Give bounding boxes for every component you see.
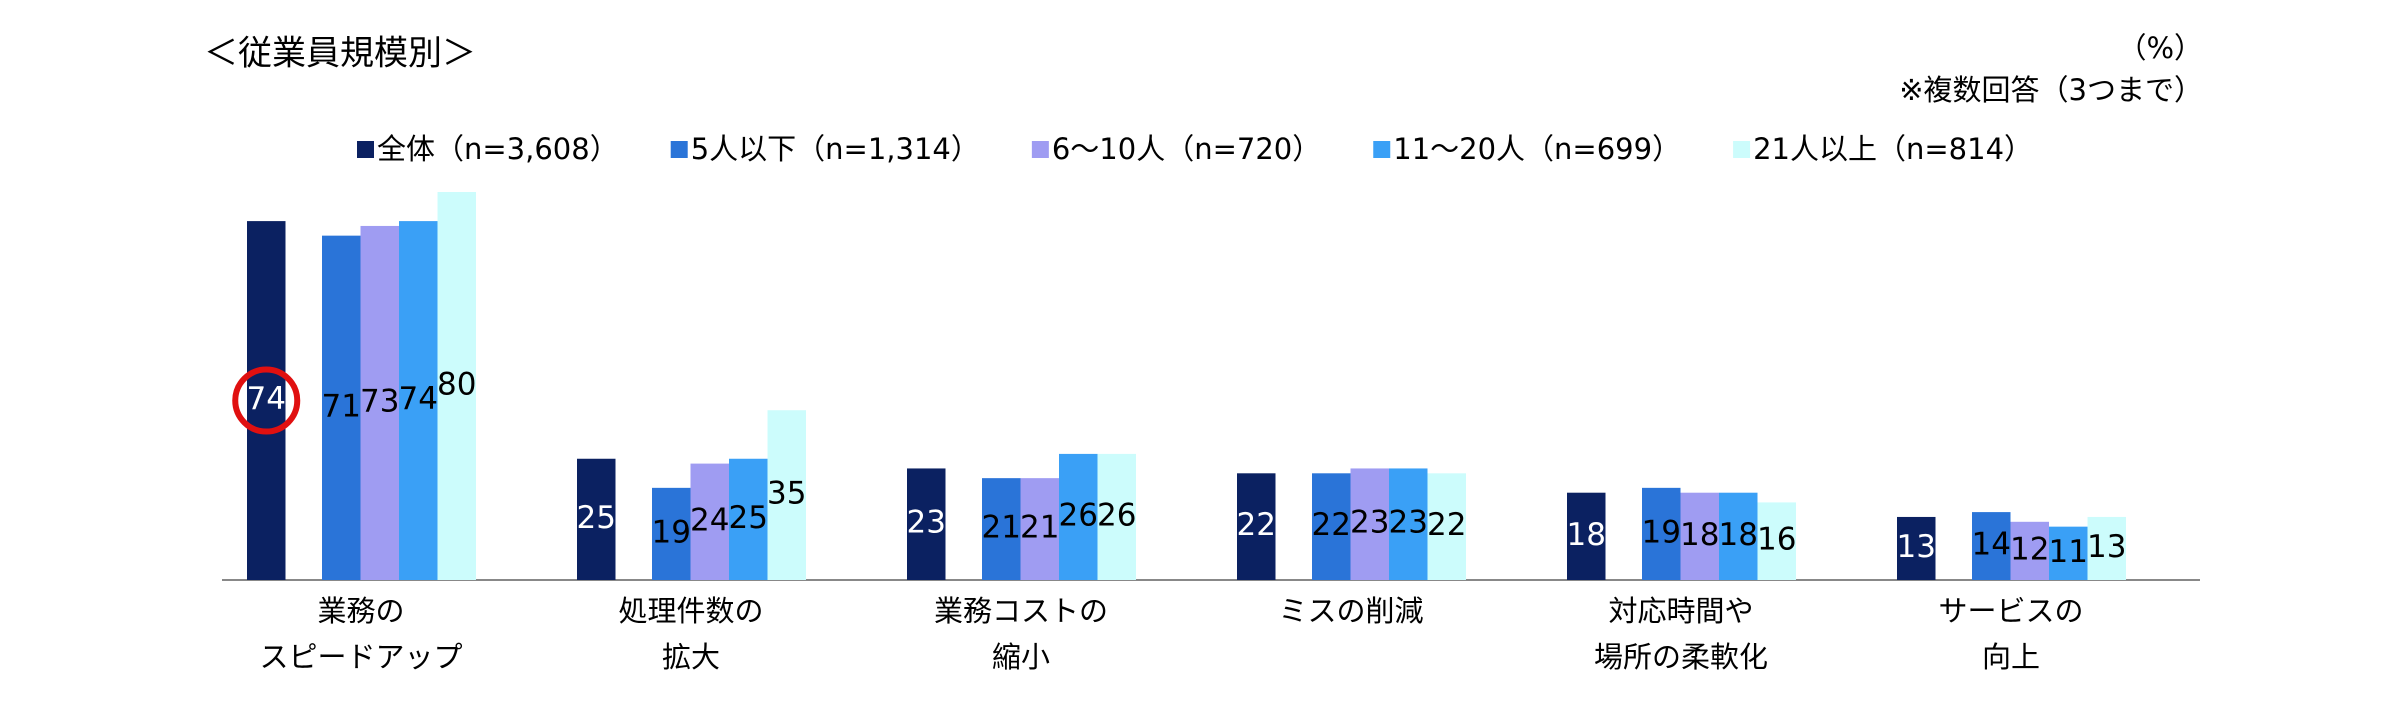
- value-label: 13: [1897, 529, 1936, 565]
- bar: [729, 458, 768, 580]
- legend-label: 5人以下（n=1,314）: [691, 132, 980, 166]
- value-label: 26: [1059, 497, 1098, 533]
- value-label: 21: [1020, 510, 1059, 546]
- value-label: 21: [982, 510, 1021, 546]
- legend-swatch: [670, 141, 688, 158]
- x-tick-label: 業務コストの: [934, 594, 1108, 628]
- bar: [1719, 492, 1758, 580]
- x-tick-label: サービスの: [1938, 594, 2083, 628]
- x-tick-label: 業務の: [317, 594, 404, 628]
- legend-label: 21人以上（n=814）: [1753, 132, 2033, 166]
- bar: [767, 410, 806, 580]
- legend-swatch: [357, 141, 374, 158]
- x-tick-label: 拡大: [662, 640, 720, 674]
- value-label: 80: [437, 367, 476, 403]
- value-label: 16: [1757, 522, 1796, 558]
- value-label: 14: [1972, 527, 2011, 563]
- value-label: 74: [247, 381, 286, 417]
- value-label: 73: [360, 383, 399, 419]
- unit-label: （%）: [2117, 31, 2203, 65]
- value-label: 22: [1427, 507, 1466, 543]
- legend-label: 6～10人（n=720）: [1052, 132, 1321, 166]
- bar: [577, 458, 616, 580]
- value-label: 23: [907, 505, 946, 541]
- value-label: 74: [399, 381, 438, 417]
- bar: [399, 221, 438, 580]
- value-label: 18: [1567, 517, 1606, 553]
- value-label: 23: [1389, 505, 1428, 541]
- value-label: 13: [2087, 529, 2126, 565]
- bar: [1972, 512, 2011, 580]
- bar: [1427, 473, 1466, 580]
- bar: [982, 478, 1021, 580]
- value-label: 23: [1350, 505, 1389, 541]
- value-label: 18: [1680, 517, 1719, 553]
- bar: [1237, 473, 1276, 580]
- x-tick-label: 処理件数の: [618, 594, 763, 628]
- value-label: 22: [1237, 507, 1276, 543]
- value-label: 12: [2010, 531, 2049, 567]
- bar: [1350, 468, 1389, 580]
- bar: [437, 192, 476, 580]
- bar: [1389, 468, 1428, 580]
- bar: [1680, 492, 1719, 580]
- value-label: 18: [1719, 517, 1758, 553]
- legend-label: 11～20人（n=699）: [1393, 132, 1681, 166]
- bar: [2049, 526, 2088, 580]
- bar: [907, 468, 946, 580]
- value-label: 19: [1642, 514, 1681, 550]
- bar: [1757, 502, 1796, 580]
- value-label: 25: [729, 500, 768, 536]
- value-label: 71: [322, 388, 361, 424]
- value-label: 11: [2049, 534, 2088, 570]
- bar: [1020, 478, 1059, 580]
- x-tick-label: 向上: [1982, 640, 2040, 674]
- x-tick-label: 縮小: [992, 640, 1050, 674]
- value-label: 25: [577, 500, 616, 536]
- x-tick-label: スピードアップ: [259, 640, 462, 674]
- legend-swatch: [1373, 141, 1391, 158]
- bar: [1897, 516, 1936, 580]
- x-tick-label: 場所の柔軟化: [1594, 640, 1768, 674]
- value-label: 26: [1097, 497, 1136, 533]
- bar: [1059, 453, 1098, 580]
- bar: [322, 235, 361, 580]
- value-label: 24: [690, 502, 729, 538]
- x-tick-label: 対応時間や: [1608, 594, 1753, 628]
- bar: [652, 487, 691, 580]
- bar: [1312, 473, 1351, 580]
- note: ※複数回答（3つまで）: [1899, 73, 2203, 107]
- bar: [247, 221, 286, 580]
- bar: [1642, 487, 1681, 580]
- value-label: 22: [1312, 507, 1351, 543]
- legend-label: 全体（n=3,608）: [377, 132, 619, 166]
- bar: [360, 225, 399, 580]
- bar: [690, 463, 729, 580]
- bar: [2087, 516, 2126, 580]
- value-label: 19: [652, 514, 691, 550]
- bar: [1567, 492, 1606, 580]
- highlight-circle: [232, 366, 301, 435]
- x-tick-label: ミスの削減: [1278, 594, 1423, 628]
- legend-swatch: [1031, 141, 1049, 158]
- legend-swatch: [1733, 141, 1751, 158]
- value-label: 35: [767, 476, 806, 512]
- chart-title: ＜従業員規模別＞: [204, 34, 476, 74]
- bar: [1097, 453, 1136, 580]
- bar: [2010, 521, 2049, 580]
